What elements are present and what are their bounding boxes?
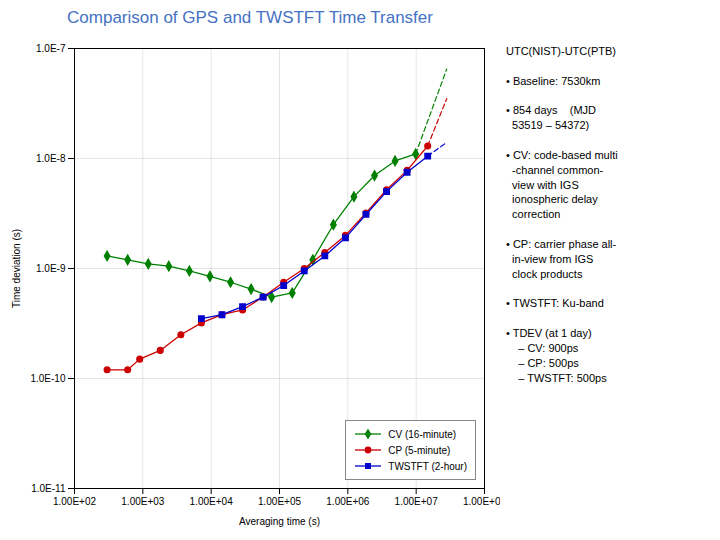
svg-text:1.0E-11: 1.0E-11: [31, 483, 66, 494]
html-text:Comparison of GPS and TWSTFT T: Comparison of GPS and TWSTFT Time Transf…: [67, 8, 433, 27]
svg-text:Time deviation (s): Time deviation (s): [11, 229, 22, 308]
svg-text:1.00E+03: 1.00E+03: [121, 496, 165, 507]
svg-text:1.0E-10: 1.0E-10: [30, 373, 65, 384]
html-text:UTC(NIST)-UTC(PTB) • Baseline:: UTC(NIST)-UTC(PTB) • Baseline: 7530km • …: [506, 45, 618, 384]
svg-text:1.0E-7: 1.0E-7: [36, 43, 66, 54]
svg-text:Averaging time (s): Averaging time (s): [239, 516, 320, 527]
html-text:TWSTFT (2-hour): TWSTFT (2-hour): [388, 460, 467, 472]
svg-text:1.00E+04: 1.00E+04: [190, 496, 234, 507]
svg-text:1.00E+08: 1.00E+08: [463, 496, 500, 507]
svg-text:1.00E+02: 1.00E+02: [53, 496, 97, 507]
svg-text:1.00E+05: 1.00E+05: [258, 496, 302, 507]
svg-text:1.0E-9: 1.0E-9: [36, 263, 66, 274]
svg-text:1.0E-8: 1.0E-8: [36, 153, 66, 164]
html-text:CP (5-minute): CP (5-minute): [388, 444, 451, 456]
svg-text:1.00E+07: 1.00E+07: [395, 496, 439, 507]
html-text:CV (16-minute): CV (16-minute): [388, 428, 457, 440]
svg-text:1.00E+06: 1.00E+06: [326, 496, 370, 507]
